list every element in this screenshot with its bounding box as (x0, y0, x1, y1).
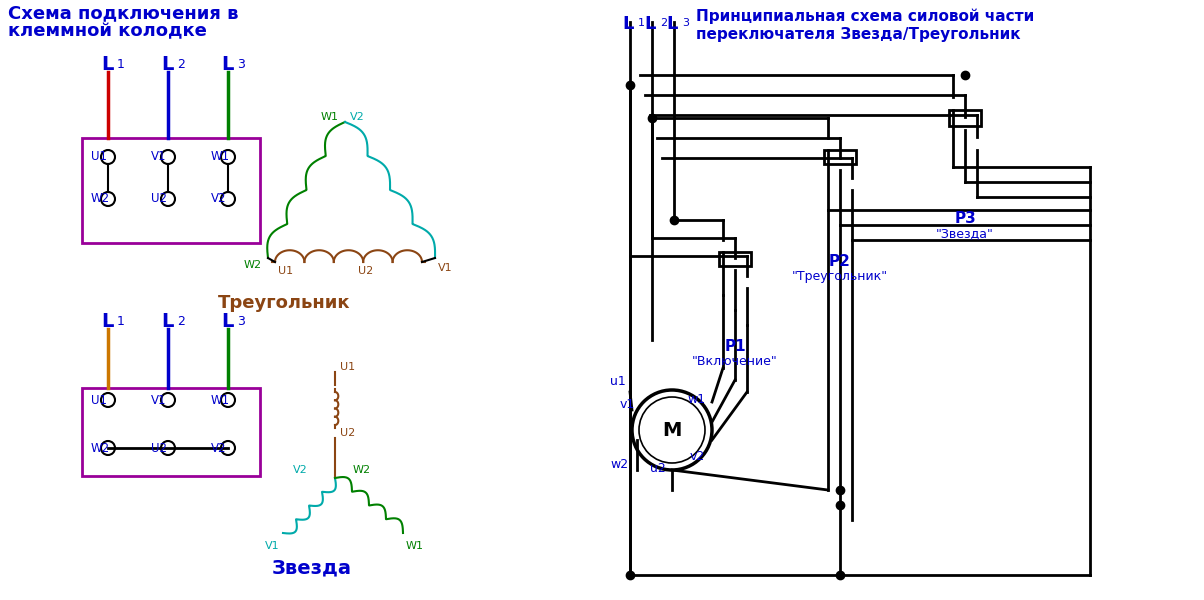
Circle shape (101, 393, 116, 407)
Text: "Включение": "Включение" (692, 355, 778, 368)
Circle shape (222, 441, 235, 455)
Text: V2: V2 (211, 193, 226, 205)
Text: "Звезда": "Звезда" (936, 227, 995, 240)
Text: Схема подключения в: Схема подключения в (8, 4, 238, 22)
Bar (719, 252, 751, 266)
Circle shape (161, 393, 175, 407)
Text: клеммной колодке: клеммной колодке (8, 22, 207, 40)
Circle shape (161, 192, 175, 206)
Text: V2: V2 (211, 442, 226, 455)
Text: U2: U2 (150, 193, 167, 205)
Text: L: L (101, 312, 113, 331)
Circle shape (632, 390, 712, 470)
Text: U1: U1 (92, 394, 107, 407)
Text: L: L (666, 15, 678, 33)
Text: U2: U2 (150, 442, 167, 455)
Text: 2: 2 (660, 18, 667, 28)
Circle shape (222, 393, 235, 407)
Text: W2: W2 (92, 442, 110, 455)
Text: W2: W2 (353, 465, 371, 475)
Circle shape (161, 150, 175, 164)
Circle shape (222, 192, 235, 206)
Circle shape (222, 150, 235, 164)
Text: переключателя Звезда/Треугольник: переключателя Звезда/Треугольник (696, 27, 1021, 42)
Text: v2: v2 (690, 450, 706, 463)
Circle shape (101, 441, 116, 455)
Text: Принципиальная схема силовой части: Принципиальная схема силовой части (696, 8, 1034, 23)
Text: U1: U1 (340, 362, 355, 372)
Text: 3: 3 (237, 58, 244, 71)
Text: L: L (161, 55, 173, 74)
Text: U1: U1 (92, 151, 107, 163)
Text: W1: W1 (321, 112, 340, 122)
Text: V1: V1 (150, 394, 166, 407)
Text: V1: V1 (438, 263, 453, 273)
Text: u1: u1 (610, 375, 626, 388)
Text: L: L (222, 55, 234, 74)
Text: W1: W1 (211, 151, 230, 163)
Text: u2: u2 (650, 462, 666, 475)
Text: 1: 1 (117, 315, 125, 328)
Text: 1: 1 (638, 18, 645, 28)
Text: w1: w1 (687, 393, 706, 406)
Circle shape (101, 150, 116, 164)
Text: L: L (222, 312, 234, 331)
Text: P2: P2 (830, 254, 851, 269)
Bar (82, 388, 260, 476)
Text: 1: 1 (117, 58, 125, 71)
Text: U2: U2 (358, 266, 373, 276)
Text: V2: V2 (293, 465, 308, 475)
Text: U1: U1 (278, 266, 293, 276)
Text: V2: V2 (350, 112, 365, 122)
Text: 3: 3 (237, 315, 244, 328)
Bar (949, 110, 981, 126)
Text: M: M (662, 421, 681, 439)
Text: L: L (622, 15, 633, 33)
Bar (82, 138, 260, 243)
Text: L: L (644, 15, 655, 33)
Text: L: L (161, 312, 173, 331)
Text: W1: W1 (211, 394, 230, 407)
Text: 3: 3 (681, 18, 689, 28)
Circle shape (101, 192, 116, 206)
Text: V1: V1 (265, 541, 279, 551)
Text: Треугольник: Треугольник (218, 294, 350, 312)
Text: 2: 2 (177, 315, 185, 328)
Text: "Треугольник": "Треугольник" (792, 270, 889, 283)
Text: P3: P3 (954, 211, 976, 226)
Text: L: L (101, 55, 113, 74)
Text: U2: U2 (340, 428, 355, 438)
Text: V1: V1 (150, 151, 166, 163)
Text: P1: P1 (724, 339, 745, 354)
Text: W1: W1 (406, 541, 424, 551)
Bar (824, 150, 856, 164)
Text: 2: 2 (177, 58, 185, 71)
Text: W2: W2 (92, 193, 110, 205)
Text: v1: v1 (620, 398, 636, 411)
Text: w2: w2 (610, 458, 628, 471)
Text: Звезда: Звезда (272, 558, 352, 577)
Text: W2: W2 (244, 260, 262, 270)
Circle shape (161, 441, 175, 455)
